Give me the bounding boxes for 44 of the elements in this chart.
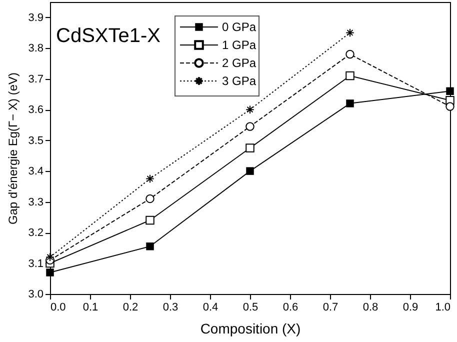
- y-tick-label: 3.0: [28, 288, 44, 300]
- y-tick-label: 3.8: [28, 42, 44, 55]
- point: [146, 174, 154, 184]
- y-tick-label: 3.7: [28, 73, 44, 86]
- point: [446, 102, 454, 111]
- x-tick-label: 0.7: [322, 302, 338, 314]
- y-tick-label: 3.2: [28, 227, 44, 240]
- x-tick-label: 0.4: [202, 302, 218, 314]
- y-tick-label: 3.4: [28, 166, 44, 178]
- x-tick-label: 0.8: [362, 302, 378, 314]
- point: [146, 242, 154, 250]
- point: [346, 71, 354, 80]
- point: [246, 105, 254, 114]
- text: CdSXTe1-X: [56, 25, 160, 47]
- x-tick-label: 0.1: [82, 302, 98, 314]
- point: [346, 50, 354, 59]
- x-tick-label: 0.6: [282, 302, 298, 314]
- point: [46, 252, 54, 262]
- x-tick-label: 0.2: [122, 302, 138, 314]
- point: [146, 194, 154, 204]
- legend-label: 2 GPa: [222, 56, 256, 70]
- legend-label: 1 GPa: [222, 38, 256, 52]
- x-tick-label: 0.9: [402, 302, 418, 314]
- x-tick-label: 0.0: [50, 302, 66, 314]
- point: [446, 87, 454, 96]
- point: [246, 122, 254, 131]
- y-tick-label: 3.3: [28, 196, 44, 208]
- y-tick-label: 3.5: [28, 134, 44, 147]
- point: [46, 268, 54, 276]
- point: [246, 144, 254, 152]
- y-tick-label: 3.9: [28, 12, 44, 24]
- x-tick-label: 0.3: [162, 302, 178, 314]
- x-tick-label: 1.0: [435, 302, 450, 314]
- point: [246, 167, 254, 175]
- point: [146, 216, 154, 225]
- legend-label: 0 GPa: [222, 20, 256, 34]
- point: [346, 28, 354, 38]
- y-axis-title: Gap d'énergie Eg(Γ− X) (eV): [6, 72, 20, 224]
- x-axis-title: Composition (X): [200, 320, 301, 336]
- x-tick-label: 0.5: [242, 302, 258, 314]
- y-tick-label: 3.6: [28, 104, 44, 116]
- point: [346, 100, 354, 108]
- legend-label: 3 GPa: [222, 74, 256, 88]
- y-tick-label: 3.1: [28, 258, 44, 270]
